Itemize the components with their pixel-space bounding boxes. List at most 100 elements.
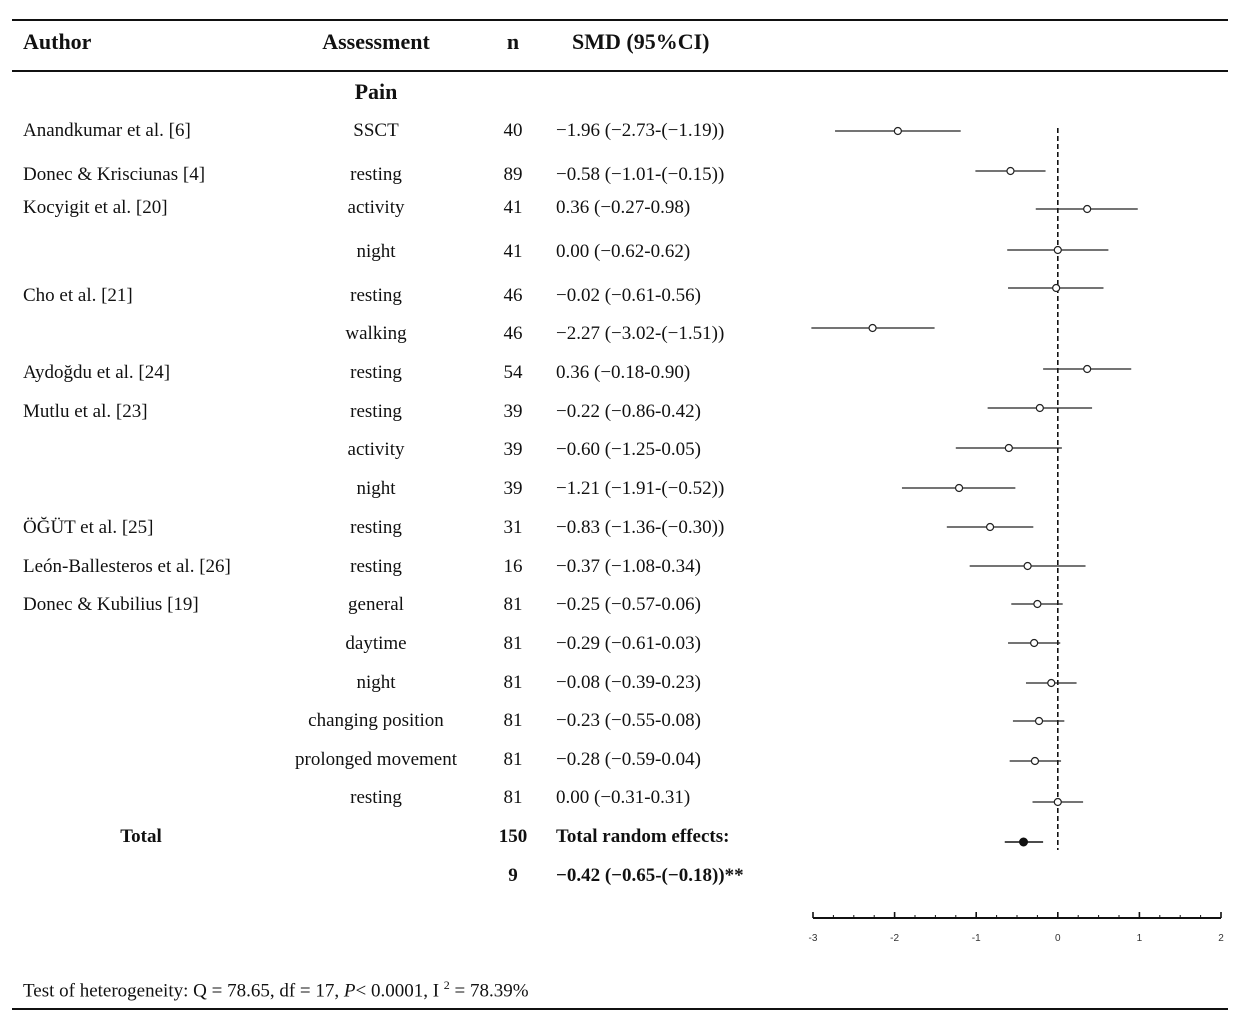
row-assessment: walking: [345, 323, 407, 344]
point-estimate: [1004, 443, 1013, 453]
row-assessment: night: [356, 478, 396, 499]
total-n2: 9: [508, 865, 518, 886]
point-estimate: [1030, 756, 1040, 766]
row-smd: −0.29 (−0.61-0.03): [556, 633, 701, 654]
row-assessment: changing position: [308, 710, 444, 731]
row-assessment: resting: [350, 787, 402, 808]
row-author: ÖĞÜT et al. [25]: [23, 517, 154, 538]
row-n: 81: [503, 787, 523, 808]
header-n: n: [506, 29, 520, 54]
row-n: 39: [503, 478, 523, 499]
point-estimate: [868, 323, 877, 333]
footer-prefix: Test of heterogeneity: Q = 78.65, df = 1…: [23, 980, 344, 1002]
row-smd: −1.96 (−2.73-(−1.19)): [556, 120, 725, 141]
row-assessment: resting: [350, 556, 402, 577]
row-n: 41: [503, 197, 523, 218]
row-n: 54: [503, 362, 523, 383]
row-n: 46: [503, 285, 523, 306]
row-author: Kocyigit et al. [20]: [23, 197, 168, 218]
row-assessment: SSCT: [353, 120, 399, 141]
x-tick-label: -2: [890, 933, 899, 944]
row-smd: −0.58 (−1.01-(−0.15)): [556, 164, 725, 185]
row-n: 39: [503, 439, 523, 460]
row-n: 16: [503, 556, 523, 577]
row-author: Cho et al. [21]: [23, 285, 133, 306]
row-smd: −1.21 (−1.91-(−0.52)): [556, 478, 725, 499]
point-estimate: [1023, 561, 1032, 571]
point-estimate: [1052, 283, 1061, 293]
point-estimate: [1053, 245, 1062, 255]
row-smd: 0.36 (−0.18-0.90): [556, 362, 691, 383]
row-smd: −0.83 (−1.36-(−0.30)): [556, 517, 725, 538]
row-n: 81: [503, 633, 523, 654]
footer-p: P: [343, 980, 356, 1002]
point-estimate: [1083, 204, 1092, 214]
row-smd: −2.27 (−3.02-(−1.51)): [556, 323, 725, 344]
row-assessment: resting: [350, 164, 402, 185]
point-estimate: [1047, 678, 1056, 688]
x-tick-label: 1: [1137, 933, 1143, 944]
row-author: Aydoğdu et al. [24]: [23, 362, 171, 383]
row-n: 81: [503, 594, 523, 615]
header-rule: [12, 70, 1228, 72]
row-n: 81: [503, 710, 523, 731]
point-estimate: [1006, 166, 1015, 176]
row-author: Anandkumar et al. [6]: [23, 120, 191, 141]
row-smd: −0.02 (−0.61-0.56): [556, 285, 701, 306]
row-n: 41: [503, 241, 523, 262]
footer-p-rest: < 0.0001, I: [355, 980, 444, 1002]
header-smd: SMD (95%CI): [572, 29, 710, 54]
row-n: 81: [503, 672, 523, 693]
row-smd: −0.22 (−0.86-0.42): [556, 401, 701, 422]
header-assessment: Assessment: [322, 29, 430, 54]
row-smd: −0.28 (−0.59-0.04): [556, 749, 701, 770]
row-assessment: resting: [350, 362, 402, 383]
total-effects-label: Total random effects:: [556, 826, 730, 847]
point-estimate: [1030, 638, 1039, 648]
section-label: Pain: [354, 79, 398, 104]
footer-sup: 2: [443, 978, 450, 992]
point-estimate: [1035, 403, 1044, 413]
x-tick-label: 2: [1218, 933, 1224, 944]
x-tick-label: -1: [972, 933, 981, 944]
row-smd: 0.00 (−0.62-0.62): [556, 241, 691, 262]
row-author: Donec & Krisciunas [4]: [23, 164, 206, 185]
row-smd: 0.00 (−0.31-0.31): [556, 787, 691, 808]
row-assessment: night: [356, 241, 396, 262]
row-smd: 0.36 (−0.27-0.98): [556, 197, 691, 218]
row-assessment: night: [356, 672, 396, 693]
row-smd: −0.25 (−0.57-0.06): [556, 594, 701, 615]
heterogeneity-footer: Test of heterogeneity: Q = 78.65, df = 1…: [23, 978, 529, 1002]
point-estimate: [893, 126, 902, 136]
total-smd: −0.42 (−0.65-(−0.18))**: [556, 865, 744, 886]
footer-i2: = 78.39%: [449, 980, 529, 1002]
row-assessment: resting: [350, 517, 402, 538]
row-n: 46: [503, 323, 523, 344]
row-n: 31: [503, 517, 523, 538]
point-estimate: [954, 483, 964, 493]
row-n: 40: [503, 120, 523, 141]
row-smd: −0.23 (−0.55-0.08): [556, 710, 701, 731]
row-n: 39: [503, 401, 523, 422]
row-assessment: prolonged movement: [295, 749, 457, 770]
row-assessment: resting: [350, 401, 402, 422]
x-tick-label: 0: [1055, 933, 1061, 944]
row-assessment: resting: [350, 285, 402, 306]
row-assessment: activity: [347, 197, 405, 218]
row-author: Donec & Kubilius [19]: [23, 594, 199, 615]
row-smd: −0.37 (−1.08-0.34): [556, 556, 701, 577]
point-estimate: [1034, 716, 1044, 726]
x-tick-label: -3: [809, 933, 818, 944]
row-author: Mutlu et al. [23]: [23, 401, 148, 422]
point-estimate: [985, 522, 995, 532]
point-estimate: [1083, 364, 1092, 374]
row-assessment: general: [348, 594, 404, 615]
total-label: Total: [120, 826, 162, 847]
row-n: 81: [503, 749, 523, 770]
row-author: León-Ballesteros et al. [26]: [23, 556, 231, 577]
top-rule: [12, 19, 1228, 21]
row-assessment: daytime: [345, 633, 407, 654]
header-author: Author: [23, 29, 92, 54]
row-n: 89: [503, 164, 523, 185]
